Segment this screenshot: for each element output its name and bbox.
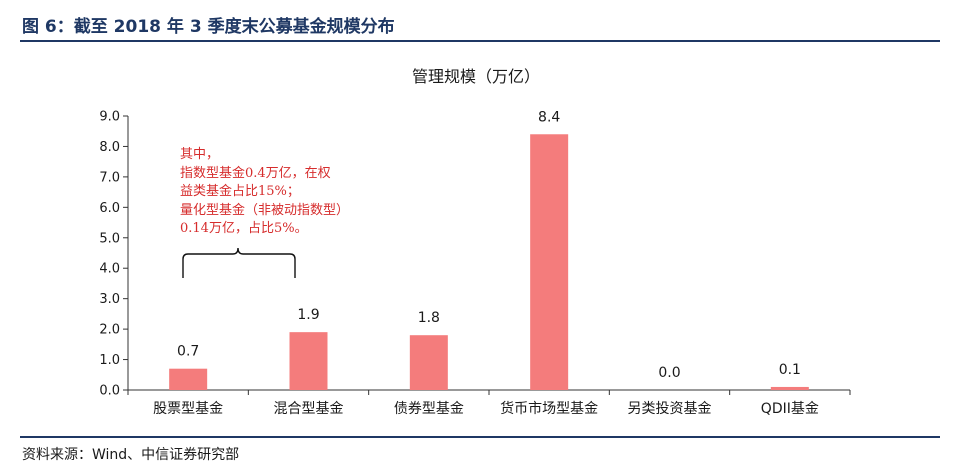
- annotation-line: 0.14万亿，占比5%。: [180, 221, 308, 236]
- data-label: 0.0: [658, 365, 680, 381]
- y-tick-label: 2.0: [99, 323, 120, 338]
- annotation-line: 量化型基金（非被动指数型）: [180, 202, 350, 218]
- source-note: 资料来源：Wind、中信证券研究部: [22, 447, 240, 463]
- x-tick-label: QDII基金: [761, 400, 819, 417]
- y-tick-label: 4.0: [99, 262, 120, 277]
- chart-labels: 0.7 股票型基金 1.9 混合型基金 1.8 债券型基金 8.4 货币市场型基金 0.0 另类投…: [153, 109, 819, 417]
- annotation-line: 指数型基金0.4万亿，在权: [180, 165, 331, 181]
- chart-bars: [169, 134, 809, 390]
- y-tick-label: 6.0: [99, 201, 120, 216]
- annotation-line: 其中，: [180, 147, 220, 162]
- data-label: 8.4: [538, 109, 560, 125]
- data-label: 1.8: [418, 310, 440, 326]
- top-rule: [20, 40, 940, 42]
- x-tick-label: 股票型基金: [153, 400, 223, 417]
- y-tick-label: 3.0: [99, 292, 120, 307]
- chart-axes: 0.0 1.0 2.0 3.0 4.0 5.0 6.0 7.0 8.0 9.0: [99, 110, 851, 399]
- annotation-line: 益类基金占比15%；: [180, 184, 300, 199]
- bar: [289, 332, 328, 390]
- x-tick-label: 混合型基金: [274, 400, 344, 417]
- x-tick-label: 货币市场型基金: [500, 400, 598, 417]
- y-tick-label: 1.0: [99, 353, 120, 368]
- bracket-brace: [182, 247, 296, 278]
- bar: [169, 368, 208, 390]
- bottom-rule: [20, 436, 940, 438]
- annotation-note: 其中， 指数型基金0.4万亿，在权 益类基金占比15%； 量化型基金（非被动指数…: [180, 146, 410, 239]
- y-tick-label: 0.0: [99, 384, 120, 399]
- bar: [530, 134, 569, 390]
- data-label: 0.7: [177, 344, 199, 360]
- data-label: 1.9: [297, 307, 319, 323]
- y-tick-label: 5.0: [99, 231, 120, 246]
- y-tick-label: 9.0: [99, 110, 120, 125]
- y-tick-label: 7.0: [99, 170, 120, 185]
- x-tick-label: 债券型基金: [394, 400, 464, 417]
- figure-title: 图 6：截至 2018 年 3 季度末公募基金规模分布: [22, 17, 395, 37]
- bar: [409, 335, 448, 390]
- x-tick-label: 另类投资基金: [628, 400, 712, 417]
- chart-title: 管理规模（万亿）: [412, 67, 540, 86]
- data-label: 0.1: [779, 362, 801, 378]
- bar: [770, 386, 809, 390]
- bar-chart: 管理规模（万亿） 0.01.02.03.04.05.06.07.08.09.0 …: [99, 67, 851, 417]
- y-tick-label: 8.0: [99, 140, 120, 155]
